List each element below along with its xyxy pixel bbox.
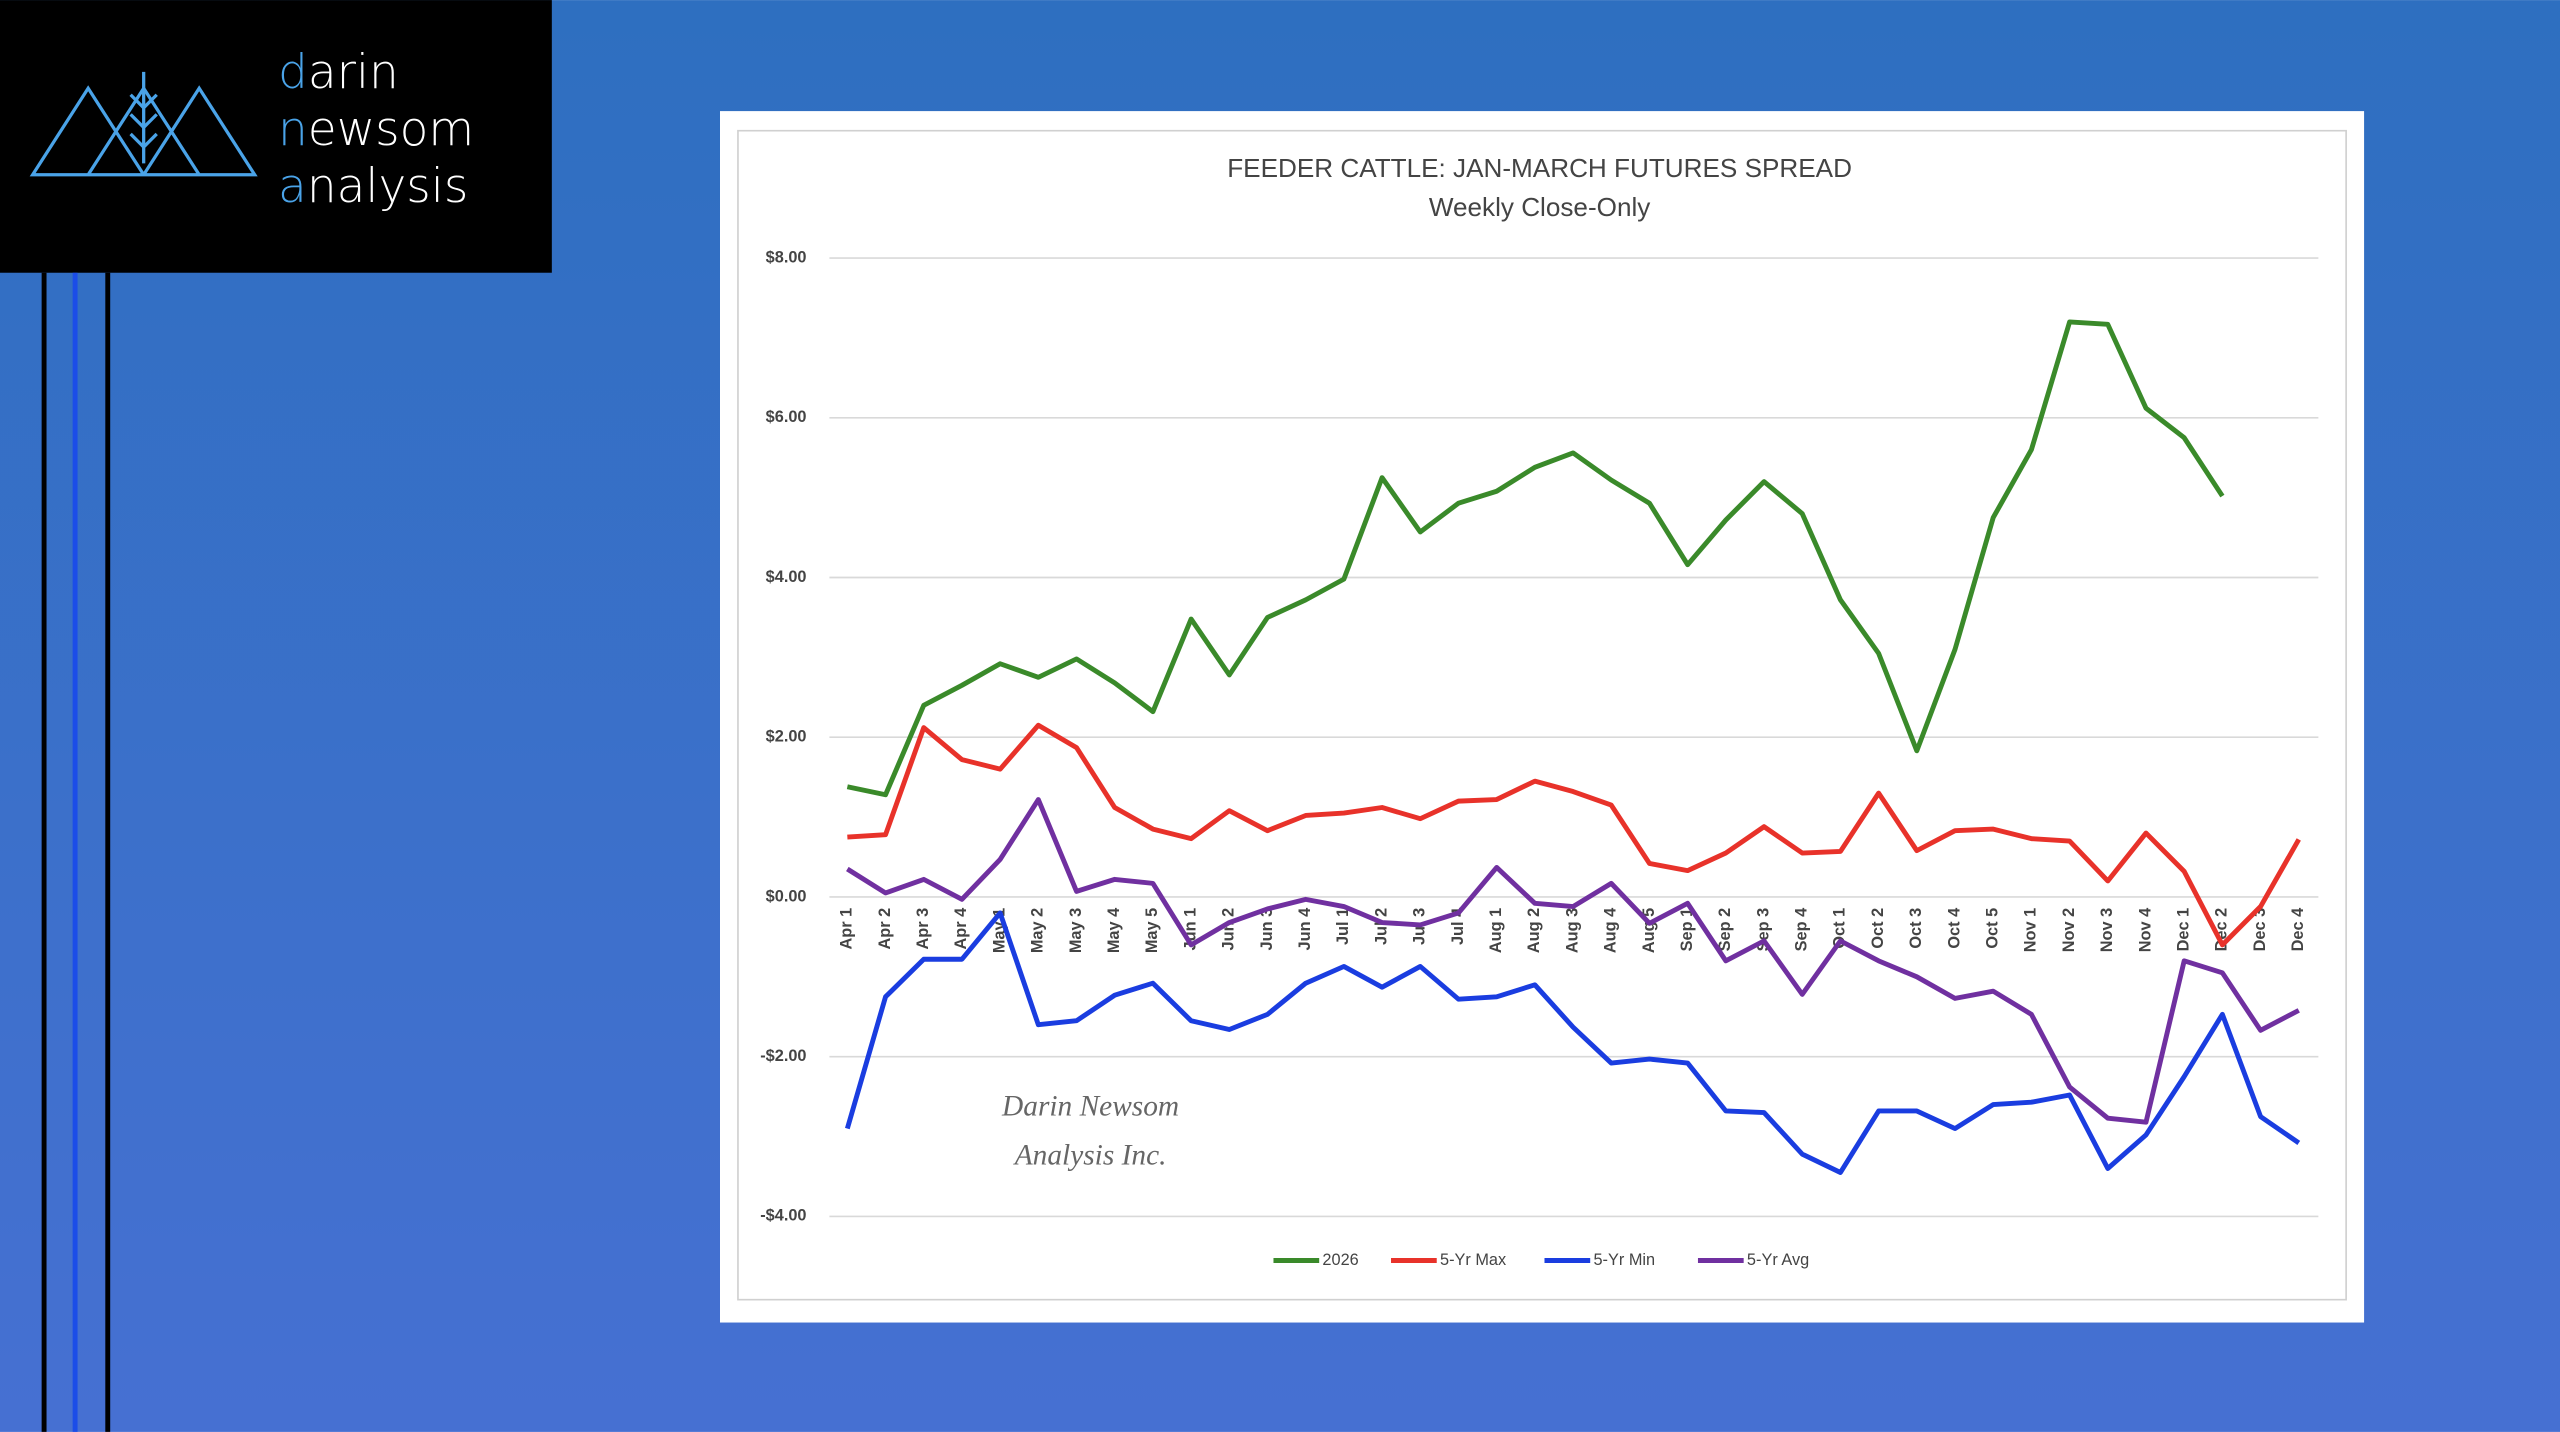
x-tick-label: Oct 4 [1945, 908, 1963, 949]
logo: darin newsom analysis [278, 44, 474, 215]
x-tick-label: Sep 3 [1754, 908, 1772, 952]
x-tick-label: Nov 4 [2136, 908, 2154, 952]
series-line [844, 910, 2301, 1175]
series-line [846, 319, 2225, 798]
y-tick-label: $8.00 [766, 248, 807, 266]
x-tick-label: Nov 1 [2022, 908, 2040, 952]
x-tick-label: Nov 2 [2060, 908, 2078, 952]
watermark: Darin Newsom [1001, 1090, 1179, 1122]
x-tick-label: Apr 3 [914, 908, 932, 950]
x-tick-label: Aug 1 [1487, 908, 1505, 953]
legend-label: 5-Yr Avg [1747, 1251, 1809, 1269]
chart-title: FEEDER CATTLE: JAN-MARCH FUTURES SPREAD [1227, 153, 1852, 183]
logo-box [0, 0, 552, 273]
x-tick-label: Dec 4 [2289, 908, 2307, 952]
legend-label: 5-Yr Min [1593, 1251, 1655, 1269]
y-tick-label: $4.00 [766, 568, 807, 586]
x-tick-label: Oct 3 [1907, 908, 1925, 949]
y-tick-label: -$4.00 [760, 1207, 806, 1225]
logo-icon [29, 71, 258, 177]
x-tick-label: Nov 3 [2098, 908, 2116, 952]
x-tick-label: Sep 4 [1793, 908, 1811, 952]
x-tick-label: Sep 1 [1678, 908, 1696, 952]
x-tick-label: Dec 3 [2251, 908, 2269, 952]
x-tick-label: May 3 [1067, 908, 1085, 953]
x-tick-label: Apr 4 [952, 908, 970, 950]
x-tick-label: Jun 2 [1220, 908, 1238, 951]
x-tick-label: Dec 1 [2175, 908, 2193, 952]
logo-text: analysis [278, 159, 469, 214]
series-line [846, 797, 2300, 1125]
watermark: Analysis Inc. [1013, 1139, 1167, 1171]
x-tick-label: Apr 1 [838, 908, 856, 950]
y-tick-label: -$2.00 [760, 1047, 806, 1065]
x-tick-label: Aug 4 [1602, 908, 1620, 953]
chart-border [737, 129, 2347, 1301]
chart-subtitle: Weekly Close-Only [1429, 192, 1651, 222]
legend-label: 2026 [1322, 1251, 1358, 1269]
x-tick-label: Aug 3 [1563, 908, 1581, 953]
y-tick-label: $2.00 [766, 728, 807, 746]
y-tick-label: $6.00 [766, 408, 807, 426]
chart-panel [720, 111, 2365, 1323]
x-tick-label: Aug 2 [1525, 908, 1543, 953]
x-tick-label: Jun 3 [1258, 908, 1276, 951]
x-tick-label: May 2 [1029, 908, 1047, 953]
y-tick-label: $0.00 [766, 887, 807, 905]
x-tick-label: May 4 [1105, 908, 1123, 953]
x-tick-label: Oct 5 [1984, 908, 2002, 949]
x-tick-label: Sep 2 [1716, 908, 1734, 952]
x-tick-label: Jul 2 [1372, 908, 1390, 945]
x-tick-label: Jun 4 [1296, 908, 1314, 951]
x-tick-label: Jul 4 [1449, 908, 1467, 945]
x-tick-label: May 5 [1143, 908, 1161, 953]
x-tick-label: Jul 1 [1334, 908, 1352, 945]
x-tick-label: Oct 2 [1869, 908, 1887, 949]
logo-text: darin [278, 45, 399, 100]
logo-text: newsom [278, 102, 475, 157]
x-tick-label: Oct 1 [1831, 908, 1849, 949]
x-tick-label: Apr 2 [876, 908, 894, 950]
legend-label: 5-Yr Max [1440, 1251, 1506, 1269]
series-line [847, 722, 2301, 948]
